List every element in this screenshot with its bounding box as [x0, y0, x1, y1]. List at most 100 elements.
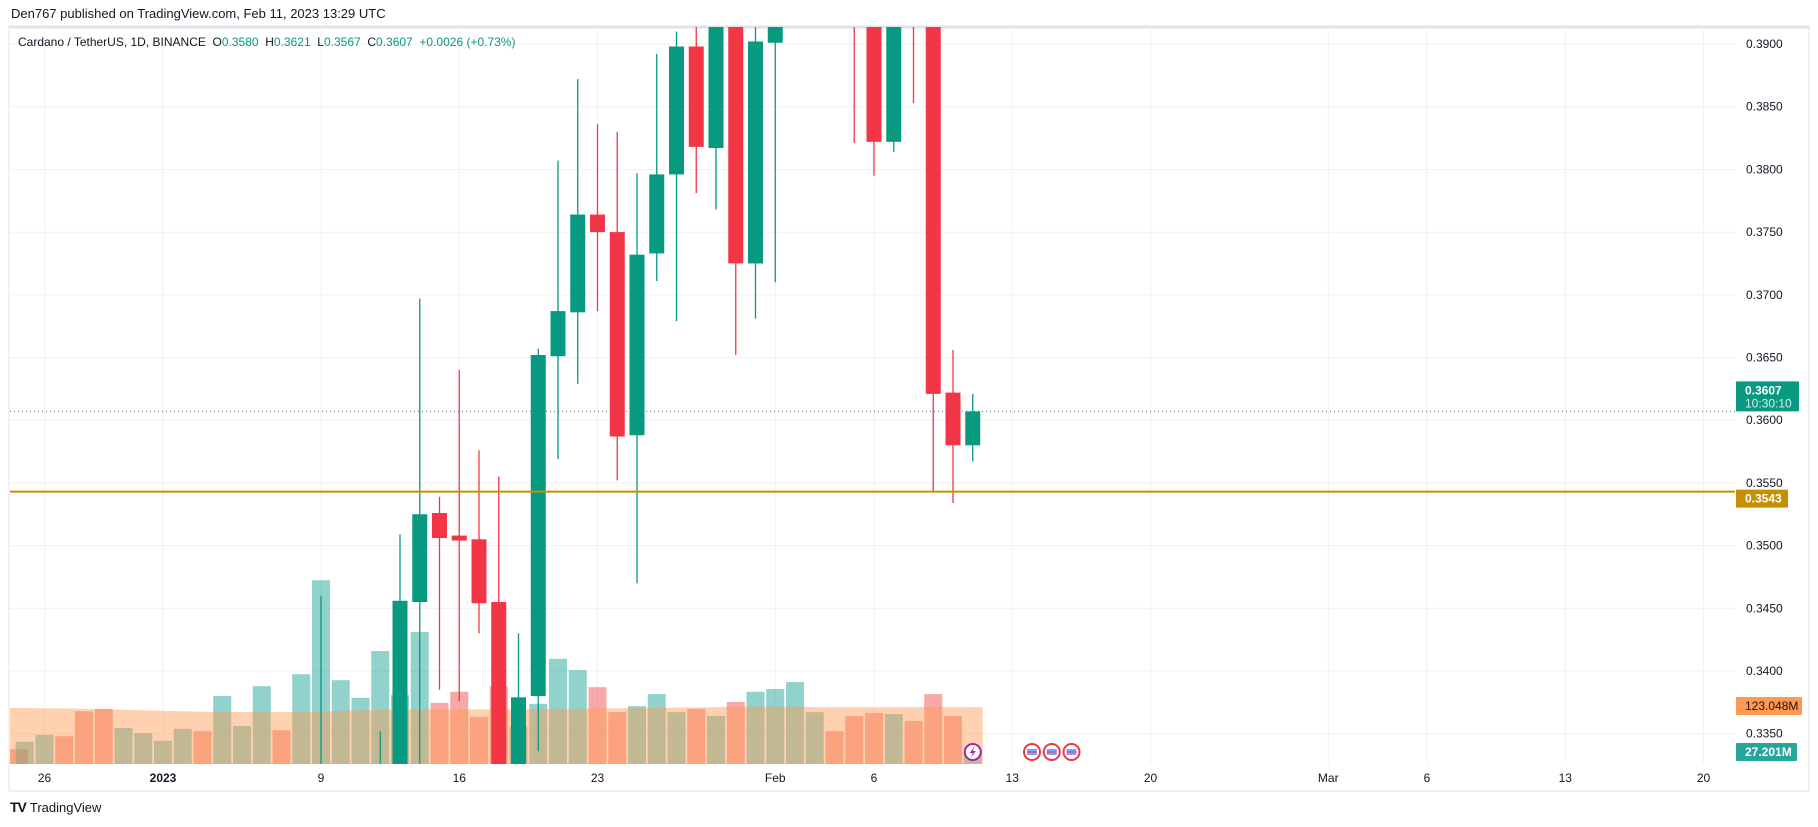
- candle-body: [728, 27, 744, 264]
- candle-body: [412, 514, 428, 603]
- time-tick-label: 16: [453, 771, 467, 785]
- volume-ma-badge: [1736, 697, 1802, 715]
- tradingview-logo-icon[interactable]: TV: [10, 799, 27, 815]
- volume-bar: [904, 720, 923, 764]
- footer-brand[interactable]: TradingView: [29, 799, 102, 815]
- time-tick-label: Feb: [765, 771, 786, 785]
- volume-bar: [884, 714, 903, 764]
- open-label: O: [212, 35, 222, 49]
- time-axis[interactable]: 26 2023 9 16 23 Feb 6 13 20 Mar 6 13 20: [38, 771, 1711, 785]
- candle-body: [570, 214, 586, 313]
- volume-bar: [944, 715, 962, 764]
- volume-bar: [114, 727, 133, 764]
- volume-bar: [371, 651, 390, 764]
- volume-bar: [608, 712, 627, 764]
- price-tick-label: 0.3900: [1746, 37, 1783, 51]
- candle-body: [965, 411, 981, 446]
- candle-body: [609, 232, 625, 437]
- candle-body: [491, 602, 507, 764]
- high-value: 0.3621: [273, 35, 311, 49]
- candle-body: [708, 27, 724, 149]
- volume-bar: [667, 712, 686, 764]
- time-tick-label: 13: [1006, 771, 1020, 785]
- time-tick-label: 6: [871, 771, 878, 785]
- price-tick-label: 0.3600: [1746, 413, 1783, 427]
- volume-bar: [252, 686, 271, 764]
- candle-body: [530, 354, 546, 697]
- events: [963, 743, 1081, 761]
- volume-bar: [845, 715, 864, 764]
- candle-body: [866, 27, 882, 142]
- candle-body: [925, 27, 941, 394]
- time-tick-label: 26: [38, 771, 52, 785]
- lightning-icon-glyph: [969, 746, 976, 758]
- volume-bar: [450, 691, 469, 764]
- symbol-title[interactable]: Cardano / TetherUS, 1D, BINANCE: [18, 35, 206, 49]
- price-tick-label: 0.3850: [1746, 100, 1783, 114]
- volume-bar: [924, 694, 943, 764]
- time-tick-label: 2023: [150, 771, 177, 785]
- candle-body: [590, 214, 605, 233]
- footer: TV TradingView: [10, 799, 101, 815]
- volume-bar: [35, 734, 54, 764]
- volume-bar: [825, 731, 844, 764]
- low-value: 0.3567: [323, 35, 361, 49]
- volume-bar: [805, 712, 824, 764]
- volume-bar: [687, 708, 706, 764]
- volume-bar: [75, 711, 93, 764]
- volume-bar: [272, 730, 291, 764]
- level-price-label: 0.3543: [1745, 492, 1782, 506]
- candle-body: [451, 535, 467, 541]
- candle-body: [945, 392, 961, 446]
- candle-body: [392, 600, 408, 764]
- current-price-badge: [1736, 381, 1799, 412]
- bar-countdown-label: 10:30:10: [1745, 396, 1792, 410]
- close-value: 0.3607: [376, 35, 413, 49]
- price-tick-label: 0.3800: [1746, 162, 1783, 176]
- price-tick-label: 0.3400: [1746, 664, 1783, 678]
- candle-body: [511, 697, 526, 764]
- volume-bar: [331, 680, 350, 764]
- candle-body: [649, 174, 665, 254]
- price-tick-label: 0.3700: [1746, 288, 1783, 302]
- volume-bar: [292, 674, 311, 764]
- volume-badge: [1736, 743, 1797, 761]
- volume-bar: [55, 736, 74, 764]
- volume-bar: [134, 732, 153, 764]
- price-axis[interactable]: 0.3350 0.3400 0.3450 0.3500 0.3550 0.3600 0.36…: [1736, 37, 1802, 761]
- low-label: L: [317, 35, 324, 49]
- volume-bar: [193, 731, 212, 764]
- candle-body: [629, 254, 645, 436]
- volume-bar: [173, 728, 192, 764]
- high-label: H: [265, 35, 274, 49]
- candle-body: [669, 46, 684, 175]
- time-tick-label: 13: [1559, 771, 1573, 785]
- time-tick-label: 9: [318, 771, 325, 785]
- volume-bar: [865, 713, 883, 764]
- level-price-badge: [1736, 489, 1788, 508]
- volume-bar: [568, 670, 587, 764]
- time-tick-label: 23: [591, 771, 605, 785]
- price-lines: [10, 410, 1735, 493]
- candle-body: [688, 46, 704, 147]
- volume-bar: [786, 682, 804, 764]
- volume-bar: [15, 741, 34, 764]
- candle-body: [886, 27, 902, 142]
- price-tick-label: 0.3750: [1746, 225, 1783, 239]
- time-tick-label: 20: [1144, 771, 1158, 785]
- close-label: C: [367, 35, 377, 49]
- volume-ma-label: 123.048M: [1745, 699, 1798, 713]
- volume-bar: [726, 701, 745, 764]
- volume-bar: [154, 740, 172, 764]
- volume-bar: [233, 726, 251, 764]
- volume-bar: [746, 691, 765, 764]
- volume-bar: [94, 708, 113, 764]
- volume-label: 27.201M: [1745, 745, 1792, 759]
- price-tick-label: 0.3450: [1746, 601, 1783, 615]
- volume-bar: [588, 687, 607, 764]
- volume-bar: [351, 697, 370, 764]
- candle-body: [550, 311, 566, 357]
- price-tick-label: 0.3500: [1746, 539, 1783, 553]
- time-tick-label: 6: [1424, 771, 1431, 785]
